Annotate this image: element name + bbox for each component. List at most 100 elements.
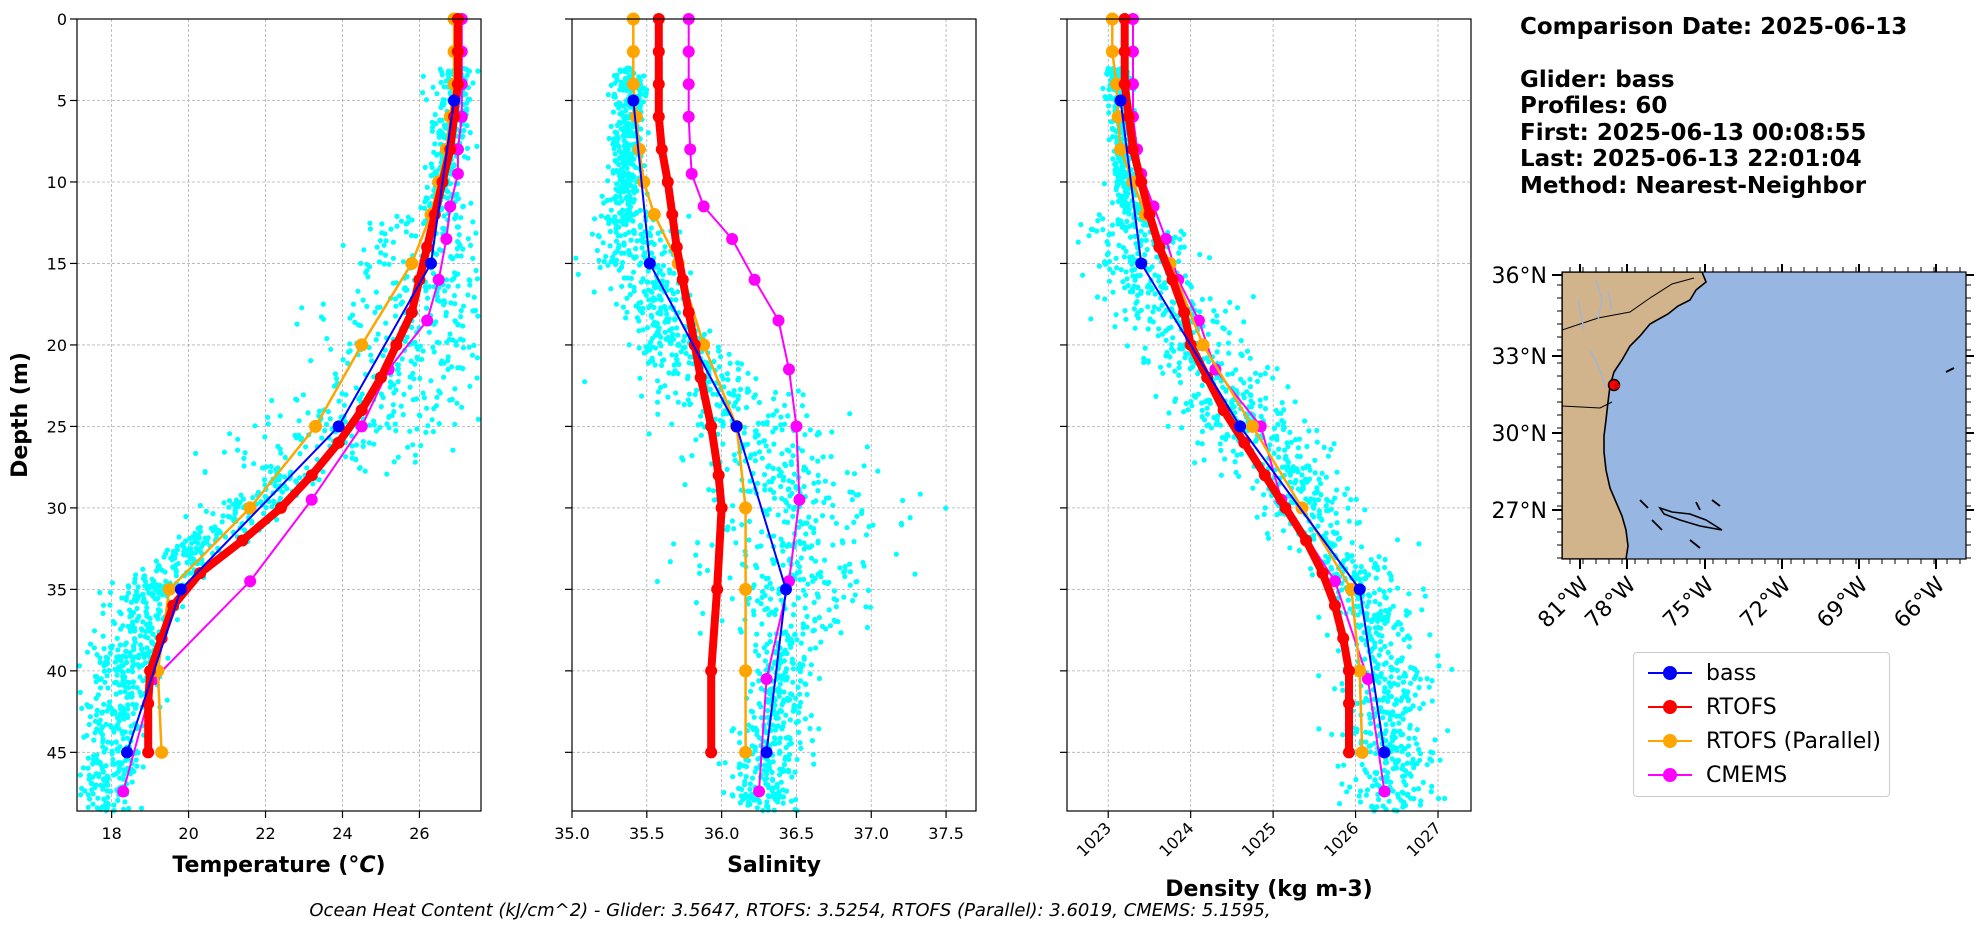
- map-lat-label: 30°N: [1492, 422, 1547, 447]
- series-point-rtofs-parallel: [626, 45, 640, 59]
- series-point-rtofs: [1166, 273, 1179, 286]
- series-point-rtofs: [705, 746, 718, 759]
- series-line-cmems: [122, 19, 463, 792]
- series-point-rtofs-parallel: [629, 110, 643, 124]
- series-point-rtofs: [1122, 110, 1135, 123]
- series-point-rtofs: [1153, 241, 1166, 254]
- series-point-rtofs: [451, 45, 464, 58]
- series-point-cmems: [697, 200, 710, 213]
- series-point-rtofs: [421, 241, 434, 254]
- x-tick-label: 1023: [1073, 818, 1115, 860]
- temperature-glider-scatter: [76, 65, 481, 814]
- series-point-cmems: [1126, 45, 1139, 58]
- density-series: [1105, 12, 1391, 798]
- series-point-cmems: [244, 575, 257, 588]
- y-tick-label: 15: [47, 254, 67, 273]
- series-point-bass: [1114, 94, 1127, 107]
- series-point-rtofs-parallel: [739, 582, 753, 596]
- map-lon-label: 75°W: [1659, 572, 1720, 633]
- legend-item-rtofs: RTOFS: [1634, 690, 1777, 724]
- method: Method: Nearest-Neighbor: [1520, 172, 1867, 199]
- x-tick-label: 1024: [1155, 818, 1197, 860]
- legend-label: RTOFS (Parallel): [1706, 728, 1881, 754]
- legend-label: CMEMS: [1706, 762, 1788, 788]
- temperature-panel: 18 20 22 24 26 0 5 10 15 20 25 30 35 40 45 Temperatur…: [8, 10, 482, 878]
- series-point-rtofs: [1126, 143, 1139, 156]
- map-bahamas: [1639, 499, 1721, 549]
- legend: bass RTOFS RTOFS (Parallel) CMEMS: [1633, 652, 1890, 797]
- glider-observations: [1075, 65, 1455, 814]
- legend-label: bass: [1706, 660, 1757, 686]
- density-frame: [1066, 18, 1472, 812]
- series-point-rtofs-parallel: [697, 338, 711, 352]
- series-point-rtofs: [1118, 45, 1131, 58]
- map-lon-label: 72°W: [1736, 572, 1797, 633]
- map-state-border: [1562, 277, 1695, 331]
- series-point-rtofs: [194, 567, 207, 580]
- series-point-rtofs: [1118, 78, 1131, 91]
- depth-y-label: Depth (m): [8, 352, 33, 478]
- map-lon-label: 78°W: [1581, 572, 1642, 633]
- series-point-cmems: [772, 314, 785, 327]
- density-x-label: Density (kg m-3): [1165, 877, 1373, 902]
- series-point-cmems: [685, 167, 698, 180]
- series-point-rtofs: [670, 241, 683, 254]
- series-point-rtofs-parallel: [405, 256, 419, 270]
- temperature-series: [117, 12, 468, 798]
- series-point-rtofs: [694, 371, 707, 384]
- salinity-x-label: Salinity: [727, 853, 821, 878]
- x-tick-label: 1027: [1403, 818, 1445, 860]
- map-rivers: [1577, 279, 1613, 389]
- x-tick-label: 22: [255, 824, 275, 843]
- series-point-rtofs-parallel: [632, 142, 646, 156]
- density-x-ticks: 1023 1024 1025 1026 1027: [1073, 811, 1445, 861]
- series-line-cmems: [687, 19, 801, 792]
- series-point-rtofs-parallel: [243, 501, 257, 515]
- temperature-grid: [77, 18, 481, 811]
- series-point-rtofs: [652, 110, 665, 123]
- glider-location-marker-inner: [1614, 383, 1620, 389]
- legend-label: RTOFS: [1706, 694, 1777, 720]
- series-point-rtofs: [390, 338, 403, 351]
- series-point-bass: [448, 94, 461, 107]
- map-lon-label: 66°W: [1890, 572, 1951, 633]
- glider-observations: [76, 65, 481, 814]
- series-point-cmems: [444, 200, 457, 213]
- series-point-cmems: [1328, 575, 1341, 588]
- map-lon-label: 81°W: [1534, 572, 1595, 633]
- last-time: Last: 2025-06-13 22:01:04: [1520, 146, 1862, 172]
- series-point-rtofs: [711, 583, 724, 596]
- glider-name: Glider: bass: [1520, 66, 1675, 93]
- y-tick-label: 5: [57, 91, 67, 110]
- series-point-rtofs-parallel: [647, 208, 661, 222]
- series-point-rtofs-parallel: [637, 175, 651, 189]
- series-point-cmems: [753, 785, 766, 798]
- y-tick-label: 20: [47, 336, 67, 355]
- series-point-rtofs-parallel: [626, 77, 640, 91]
- series-point-rtofs: [705, 664, 718, 677]
- series-point-cmems: [421, 314, 434, 327]
- series-point-bass: [121, 746, 134, 759]
- y-tick-label: 35: [47, 580, 67, 599]
- series-point-rtofs: [705, 420, 718, 433]
- series-point-rtofs: [1337, 632, 1350, 645]
- y-tick-label: 10: [47, 173, 67, 192]
- x-tick-label: 18: [101, 824, 121, 843]
- series-point-rtofs: [1238, 436, 1251, 449]
- series-point-rtofs-parallel: [155, 745, 169, 759]
- y-tick-label: 45: [47, 743, 67, 762]
- info-panel: Comparison Date: 2025-06-13 Glider: bass…: [1520, 14, 1907, 199]
- series-point-rtofs-parallel: [355, 338, 369, 352]
- series-point-rtofs-parallel: [1196, 338, 1210, 352]
- series-point-rtofs: [1178, 306, 1191, 319]
- y-tick-label: 25: [47, 417, 67, 436]
- y-tick-label: 0: [57, 10, 67, 29]
- series-point-cmems: [793, 493, 806, 506]
- map-state-border: [1562, 401, 1613, 409]
- series-point-rtofs: [374, 371, 387, 384]
- series-point-bass: [174, 583, 187, 596]
- series-point-rtofs: [712, 469, 725, 482]
- series-point-rtofs-parallel: [1105, 45, 1119, 59]
- series-point-cmems: [726, 233, 739, 245]
